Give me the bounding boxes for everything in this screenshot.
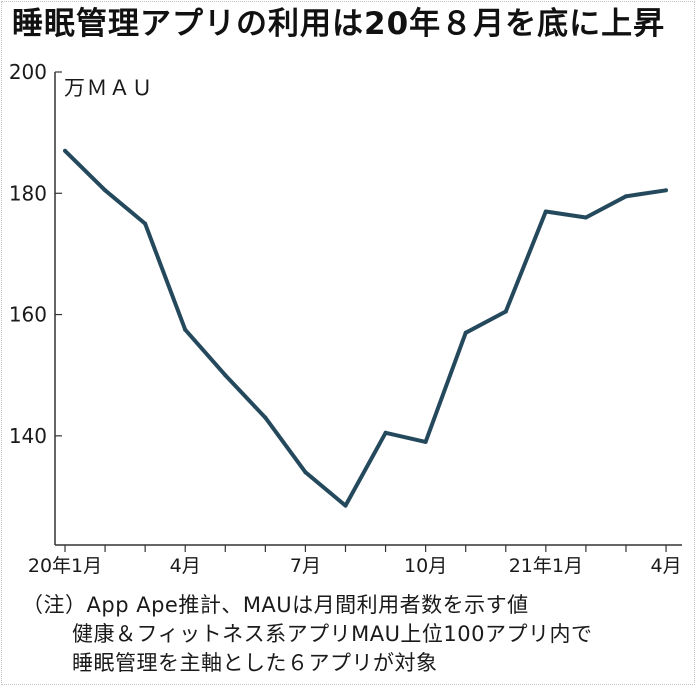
x-tick-label: 21年1月 — [509, 555, 583, 577]
data-point — [503, 309, 508, 314]
data-point — [223, 373, 228, 378]
x-tick-label: 4月 — [651, 555, 682, 577]
data-point — [664, 188, 668, 193]
data-point — [343, 503, 348, 508]
data-point — [423, 439, 428, 444]
x-tick-label: 10月 — [404, 555, 447, 577]
data-point — [63, 148, 67, 153]
x-tick-label: 20年1月 — [28, 555, 102, 577]
y-axis-ticks: 140 160 180 200 — [9, 60, 62, 448]
chart-title: 睡眠管理アプリの利用は20年８月を底に上昇 — [12, 6, 666, 42]
data-point — [303, 470, 308, 475]
data-point — [183, 327, 188, 332]
data-point — [463, 330, 468, 335]
y-tick-label: 200 — [9, 60, 47, 84]
y-tick-label: 140 — [9, 424, 47, 448]
data-point — [143, 221, 148, 226]
footnotes: （注）App Ape推計、MAUは月間利用者数を示す値 健康＆フィットネス系アプ… — [22, 591, 682, 678]
x-tick-label: 4月 — [170, 555, 201, 577]
y-tick-label: 160 — [9, 303, 47, 327]
data-point — [624, 194, 628, 199]
data-point — [543, 209, 548, 214]
y-tick-label: 180 — [9, 181, 47, 205]
data-point — [263, 415, 268, 420]
y-axis-unit-label: 万ＭＡＵ — [64, 76, 154, 100]
data-point — [583, 215, 588, 220]
x-tick-label: 7月 — [290, 555, 321, 577]
footnote-line: （注）App Ape推計、MAUは月間利用者数を示す値 — [22, 593, 529, 617]
x-axis-ticks: 20年1月 4月 7月 10月 21年1月 4月 — [28, 545, 682, 577]
data-point — [103, 188, 108, 193]
data-point — [383, 430, 388, 435]
series-line — [63, 149, 667, 508]
footnote-line: 健康＆フィットネス系アプリMAU上位100アプリ内で — [72, 622, 593, 646]
footnote-line: 睡眠管理を主軸とした６アプリが対象 — [72, 651, 438, 675]
chart-plot: 140 160 180 200 20年1月 4月 7月 10月 21年1月 4月 — [9, 60, 682, 577]
series-group — [63, 148, 668, 508]
